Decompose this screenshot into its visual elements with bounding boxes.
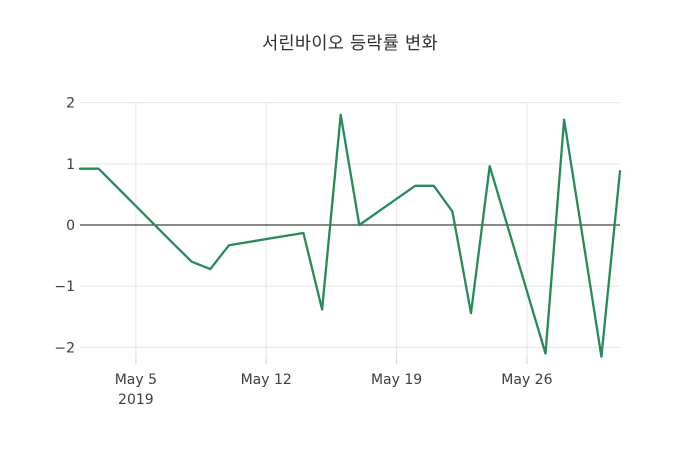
- v-gridlines: [135, 102, 528, 358]
- x-tick-label: 2019: [118, 392, 154, 408]
- x-tick-label: May 12: [241, 372, 292, 388]
- x-tick-label: May 5: [115, 372, 157, 388]
- y-tick-labels: 2 1 0 −1 −2: [54, 96, 75, 357]
- series-line-group: [78, 113, 622, 358]
- y-tick-label: −1: [54, 279, 75, 295]
- x-tick-label: May 19: [371, 372, 422, 388]
- chart-title: 서린바이오 등락률 변화: [262, 34, 438, 54]
- y-tick-label: 0: [66, 218, 75, 234]
- x-tick-marks: [135, 358, 528, 364]
- fluctuation-line: [78, 113, 622, 358]
- y-tick-label: −2: [54, 340, 75, 356]
- y-tick-label: 2: [66, 96, 75, 112]
- y-tick-label: 1: [66, 157, 75, 173]
- x-tick-label: May 26: [501, 372, 552, 388]
- x-tick-labels: May 5 2019 May 12 May 19 May 26: [115, 372, 553, 408]
